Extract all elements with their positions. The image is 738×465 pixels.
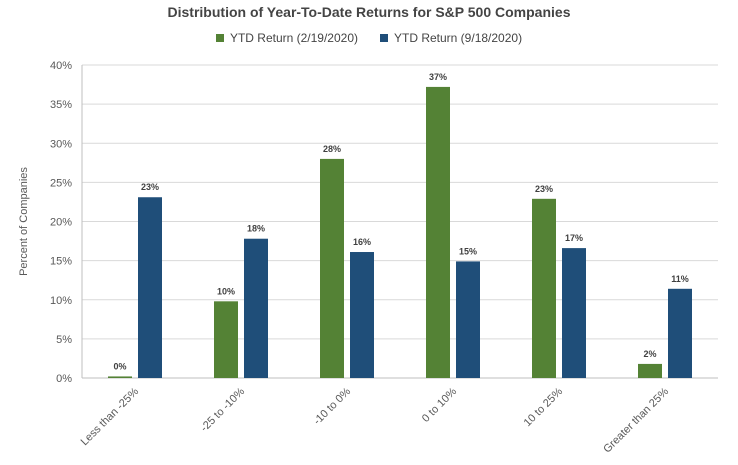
y-axis-label: Percent of Companies (18, 167, 30, 276)
bar (138, 197, 162, 378)
data-label: 11% (671, 274, 689, 284)
bar (562, 248, 586, 378)
y-tick-label: 20% (50, 217, 72, 229)
data-label: 17% (565, 233, 583, 243)
data-label: 2% (643, 349, 656, 359)
legend-item-series-1: YTD Return (2/19/2020) (215, 31, 358, 45)
bar (214, 301, 238, 378)
y-tick-label: 30% (50, 138, 72, 150)
legend-item-series-2: YTD Return (9/18/2020) (380, 31, 522, 45)
x-tick-label: 0 to 10% (420, 385, 459, 424)
y-tick-label: 5% (56, 334, 72, 346)
legend-swatch-series-2 (380, 34, 388, 42)
data-label: 23% (141, 182, 159, 192)
y-tick-label: 35% (50, 99, 72, 111)
bar (638, 363, 662, 378)
data-label: 15% (459, 246, 477, 256)
bar (320, 158, 344, 378)
chart-title: Distribution of Year-To-Date Returns for… (167, 4, 571, 20)
data-label: 18% (247, 224, 265, 234)
data-label: 16% (353, 237, 371, 247)
bar (350, 252, 374, 378)
y-tick-label: 10% (50, 295, 72, 307)
legend-swatch-series-1 (215, 34, 224, 42)
legend: YTD Return (2/19/2020) YTD Return (9/18/… (0, 31, 738, 45)
y-tick-label: 25% (50, 177, 72, 189)
x-tick-label: 10 to 25% (522, 385, 566, 429)
data-label: 0% (113, 361, 126, 371)
bar (426, 86, 450, 378)
y-tick-label: 40% (50, 60, 72, 72)
bar (244, 238, 268, 378)
y-tick-label: 15% (50, 256, 72, 268)
x-tick-label: Greater than 25% (601, 385, 671, 455)
x-tick-label: Less than -25% (79, 385, 142, 448)
bar (456, 261, 480, 378)
data-label: 28% (323, 144, 341, 154)
data-label: 23% (535, 184, 553, 194)
x-tick-label: -10 to 0% (311, 385, 353, 427)
bar (532, 198, 556, 378)
bar (668, 288, 692, 378)
legend-label-series-2: YTD Return (9/18/2020) (394, 31, 523, 45)
x-tick-label: -25 to -10% (198, 385, 247, 434)
data-label: 10% (217, 286, 235, 296)
legend-label-series-1: YTD Return (2/19/2020) (229, 31, 358, 45)
y-tick-label: 0% (56, 373, 72, 385)
bar (108, 376, 132, 378)
data-label: 37% (429, 72, 447, 82)
